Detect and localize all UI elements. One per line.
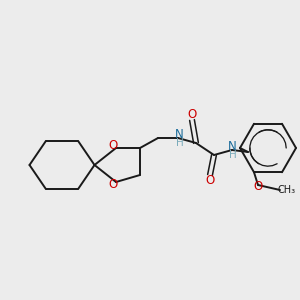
Text: O: O [108,139,118,152]
Text: N: N [175,128,184,142]
Text: O: O [108,178,118,191]
Text: O: O [188,108,196,121]
Text: O: O [206,174,214,187]
Text: O: O [254,180,262,193]
Text: H: H [229,149,236,160]
Text: N: N [228,140,237,153]
Text: H: H [176,138,183,148]
Text: CH₃: CH₃ [278,185,296,195]
